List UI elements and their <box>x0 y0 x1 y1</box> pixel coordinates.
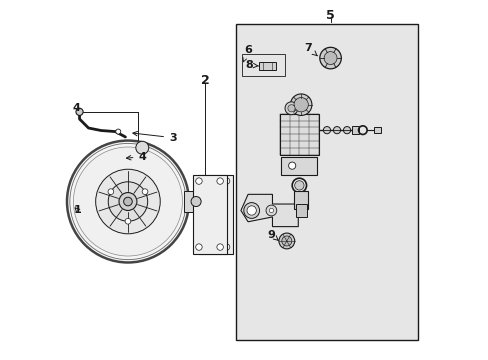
Circle shape <box>285 102 297 115</box>
Circle shape <box>96 169 160 234</box>
Text: 2: 2 <box>200 74 209 87</box>
Text: 1: 1 <box>74 206 81 216</box>
Circle shape <box>119 193 137 211</box>
Circle shape <box>281 236 291 246</box>
Circle shape <box>269 208 273 213</box>
Circle shape <box>123 197 132 206</box>
Bar <box>293 191 308 209</box>
Circle shape <box>76 108 83 116</box>
Polygon shape <box>241 194 298 226</box>
Bar <box>279 114 319 155</box>
Circle shape <box>288 162 295 169</box>
Circle shape <box>116 129 121 134</box>
Circle shape <box>287 105 294 112</box>
Circle shape <box>195 178 202 184</box>
Text: 4: 4 <box>126 152 146 162</box>
Bar <box>351 126 359 134</box>
Circle shape <box>278 233 294 249</box>
Circle shape <box>244 203 259 219</box>
Circle shape <box>293 98 308 112</box>
Text: 5: 5 <box>325 9 334 22</box>
Circle shape <box>246 206 256 215</box>
Circle shape <box>290 94 311 116</box>
Circle shape <box>217 244 223 250</box>
Circle shape <box>294 181 304 190</box>
Bar <box>183 191 203 212</box>
Circle shape <box>191 197 201 207</box>
Bar <box>199 175 233 253</box>
Text: 3: 3 <box>133 131 176 143</box>
Bar <box>295 204 306 217</box>
Circle shape <box>108 182 147 221</box>
Text: 4: 4 <box>72 103 80 113</box>
Circle shape <box>323 127 330 134</box>
Circle shape <box>217 178 223 184</box>
Circle shape <box>324 51 336 64</box>
Circle shape <box>223 244 229 250</box>
Circle shape <box>223 178 229 184</box>
Bar <box>235 24 418 339</box>
Circle shape <box>333 127 340 134</box>
Circle shape <box>202 244 208 250</box>
Circle shape <box>319 47 341 69</box>
Circle shape <box>73 147 182 256</box>
Bar <box>281 157 317 175</box>
Circle shape <box>108 189 114 194</box>
Text: 7: 7 <box>304 43 317 56</box>
Circle shape <box>67 140 188 262</box>
Bar <box>258 62 276 69</box>
Text: 6: 6 <box>243 45 251 62</box>
Circle shape <box>195 244 202 250</box>
Circle shape <box>343 127 350 134</box>
Text: 8: 8 <box>245 60 258 70</box>
Bar <box>373 127 380 133</box>
Circle shape <box>125 219 131 224</box>
Text: 9: 9 <box>267 230 278 240</box>
Circle shape <box>202 178 208 184</box>
Circle shape <box>265 205 276 216</box>
Bar <box>192 175 226 253</box>
Bar <box>242 54 285 76</box>
Circle shape <box>136 141 148 154</box>
Circle shape <box>142 189 147 194</box>
